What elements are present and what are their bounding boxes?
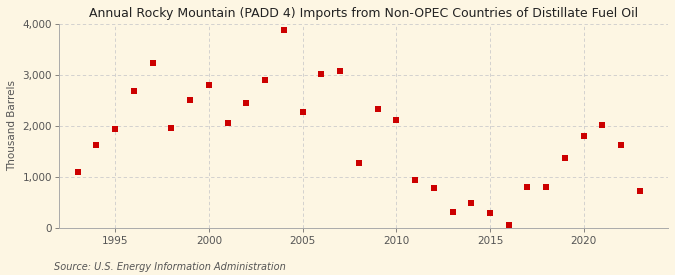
Point [522, 185, 533, 190]
Point [634, 188, 645, 193]
Point [128, 89, 139, 93]
Point [91, 143, 102, 147]
Point [391, 118, 402, 122]
Point [147, 61, 158, 65]
Point [578, 134, 589, 138]
Point [354, 161, 364, 165]
Point [410, 178, 421, 183]
Point [335, 68, 346, 73]
Point [372, 107, 383, 111]
Point [297, 109, 308, 114]
Point [485, 211, 495, 216]
Text: Source: U.S. Energy Information Administration: Source: U.S. Energy Information Administ… [54, 262, 286, 272]
Point [541, 185, 551, 190]
Point [203, 83, 214, 87]
Point [466, 200, 477, 205]
Point [241, 101, 252, 106]
Point [504, 222, 514, 227]
Point [110, 127, 121, 131]
Point [560, 156, 570, 160]
Point [316, 72, 327, 76]
Point [222, 120, 233, 125]
Y-axis label: Thousand Barrels: Thousand Barrels [7, 80, 17, 171]
Point [429, 186, 439, 190]
Point [72, 169, 83, 174]
Title: Annual Rocky Mountain (PADD 4) Imports from Non-OPEC Countries of Distillate Fue: Annual Rocky Mountain (PADD 4) Imports f… [89, 7, 638, 20]
Point [166, 126, 177, 131]
Point [616, 143, 626, 147]
Point [260, 78, 271, 82]
Point [447, 210, 458, 214]
Point [597, 123, 608, 128]
Point [185, 98, 196, 103]
Point [279, 28, 290, 32]
